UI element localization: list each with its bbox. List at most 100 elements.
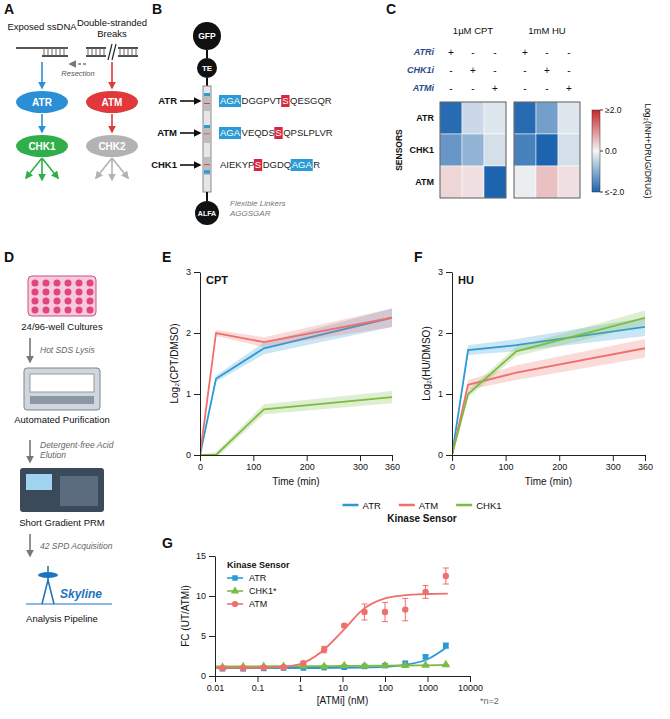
tick: 3	[186, 267, 200, 277]
marker	[340, 661, 349, 668]
dna-rung	[56, 48, 57, 56]
fit-line	[215, 594, 448, 668]
break-mark	[112, 44, 116, 60]
tick-mark	[613, 455, 614, 461]
dna-rung	[96, 48, 97, 56]
error-cap	[382, 602, 388, 603]
tick-mark	[194, 394, 200, 395]
sensor-segment	[204, 125, 210, 128]
sign: -	[523, 65, 526, 76]
well	[87, 280, 94, 287]
heat-cell	[558, 166, 580, 198]
highlight	[219, 95, 241, 107]
marker	[360, 661, 369, 668]
heat-cell	[484, 166, 506, 198]
well	[76, 280, 83, 287]
heat-cell	[440, 134, 462, 166]
axis-line	[452, 273, 453, 456]
marker	[421, 660, 430, 667]
label: Flexible LinkersAGGSGAR	[229, 199, 286, 218]
connector	[206, 50, 208, 58]
axis: 0.010.1110100100010000	[207, 676, 483, 693]
tick-label: 100	[499, 462, 514, 472]
tick-mark	[209, 556, 215, 557]
well	[32, 280, 39, 287]
legend-symbol	[399, 504, 415, 507]
arrow	[41, 62, 43, 88]
marker	[240, 665, 246, 671]
kinase-node	[86, 91, 138, 113]
tick-mark	[258, 676, 259, 682]
well	[43, 298, 50, 305]
tick-label: 300	[606, 462, 621, 472]
tick: 0	[198, 455, 203, 472]
axis: 0123	[438, 267, 453, 460]
well	[87, 298, 94, 305]
error-band	[200, 391, 392, 455]
arrow	[70, 63, 86, 65]
marker	[443, 573, 449, 579]
sensor-segment	[204, 128, 210, 133]
tick-mark	[343, 676, 344, 682]
heat-cell	[514, 134, 536, 166]
sign: -	[449, 83, 452, 94]
error-band	[452, 339, 645, 455]
tick-mark	[446, 333, 452, 334]
tick-mark	[209, 636, 215, 637]
scatter-chart: 0.010.1110100100010000051015[ATMi] (nM)F…	[180, 551, 499, 706]
marker	[280, 664, 286, 670]
tick-mark	[385, 676, 386, 682]
tag	[195, 201, 219, 225]
label: Exposed ssDNA	[7, 21, 77, 32]
row-label: ATM	[415, 177, 434, 187]
heat-frame	[440, 102, 506, 198]
sign: +	[448, 47, 454, 58]
tick: 100	[499, 455, 514, 472]
sensor-segment	[204, 164, 210, 165]
tick: 200	[552, 455, 567, 472]
sign: -	[493, 47, 496, 58]
well	[87, 307, 94, 314]
robot-window	[30, 374, 94, 392]
sensor-segment	[204, 157, 210, 164]
sensor-segment	[204, 135, 210, 143]
sign: -	[523, 83, 526, 94]
tick: 2	[438, 328, 452, 338]
sign: +	[522, 47, 528, 58]
label: GFP	[198, 31, 216, 41]
arrow	[111, 114, 113, 132]
tick-mark	[200, 455, 201, 461]
axis-title: Log₂(CPT/DMSO)	[169, 323, 180, 403]
label: TE	[202, 64, 213, 73]
connector	[206, 192, 208, 201]
tick-mark	[253, 455, 254, 461]
well	[43, 280, 50, 287]
legend-symbol	[231, 586, 239, 593]
dna-rung	[132, 48, 133, 56]
tick-label: 0	[450, 462, 455, 472]
tick: 15	[196, 551, 215, 561]
marker	[401, 661, 410, 668]
dna-rung	[44, 48, 45, 56]
sign: -	[449, 65, 452, 76]
sensor-segment	[204, 165, 210, 170]
marker	[261, 664, 267, 670]
tick-mark	[194, 272, 200, 273]
tick-label: 15	[196, 551, 206, 561]
tick-label: 5	[201, 631, 206, 641]
step-label: Short Gradient PRM	[19, 517, 105, 528]
tick-label: 100	[246, 462, 261, 472]
tick-mark	[645, 455, 646, 461]
heat-cell	[536, 166, 558, 198]
marker	[442, 660, 451, 667]
row-label: ATR	[416, 113, 434, 123]
error-cap	[402, 620, 408, 621]
tick-mark	[215, 676, 216, 682]
tick-mark	[300, 676, 301, 682]
label: CHK1i	[407, 65, 435, 75]
tick-label: 1	[298, 683, 303, 693]
label: ATM	[157, 127, 177, 138]
tick: 0	[201, 671, 215, 681]
sign: -	[471, 47, 474, 58]
tick: 1	[186, 389, 200, 399]
